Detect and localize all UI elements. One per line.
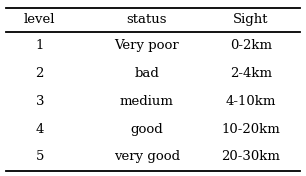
Text: 2: 2 bbox=[35, 67, 44, 80]
Text: Very poor: Very poor bbox=[114, 39, 179, 52]
Text: 4-10km: 4-10km bbox=[226, 95, 276, 108]
Text: bad: bad bbox=[134, 67, 159, 80]
Text: 4: 4 bbox=[35, 122, 44, 136]
Text: very good: very good bbox=[114, 150, 180, 163]
Text: level: level bbox=[24, 13, 55, 26]
Text: 1: 1 bbox=[35, 39, 44, 52]
Text: status: status bbox=[127, 13, 167, 26]
Text: 5: 5 bbox=[35, 150, 44, 163]
Text: 10-20km: 10-20km bbox=[222, 122, 280, 136]
Text: good: good bbox=[130, 122, 163, 136]
Text: Sight: Sight bbox=[233, 13, 269, 26]
Text: 3: 3 bbox=[35, 95, 44, 108]
Text: 2-4km: 2-4km bbox=[230, 67, 272, 80]
Text: 0-2km: 0-2km bbox=[230, 39, 272, 52]
Text: medium: medium bbox=[120, 95, 174, 108]
Text: 20-30km: 20-30km bbox=[222, 150, 280, 163]
